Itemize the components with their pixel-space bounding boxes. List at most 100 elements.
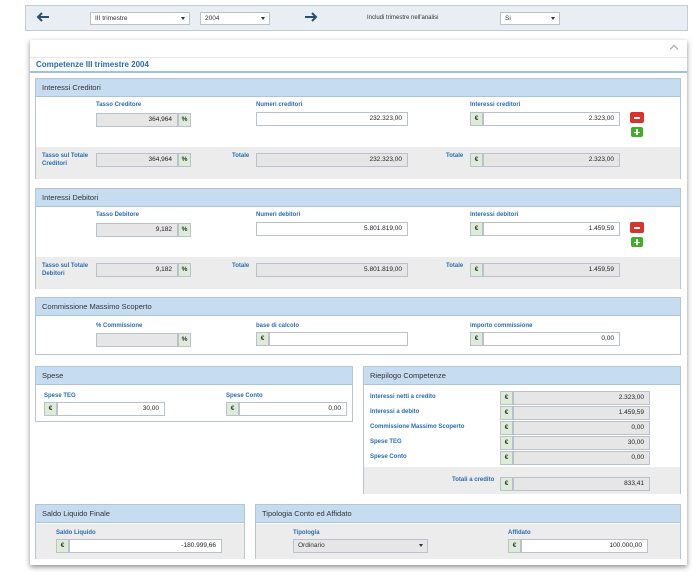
numbers-label: Numeri creditori: [256, 102, 303, 108]
period-toolbar: III trimestre 2004 Includi trimestre nel…: [25, 5, 688, 31]
year-select-value: 2004: [205, 15, 220, 22]
summary-label: Spese Conto: [370, 454, 407, 460]
euro-addon: €: [470, 332, 483, 346]
interest-input[interactable]: 2.323,00: [483, 112, 620, 126]
panel-title: Interessi Debitori: [36, 189, 680, 207]
euro-addon: €: [56, 539, 69, 553]
numbers-input[interactable]: 5.801.819,00: [256, 222, 408, 236]
total-numbers-field: 5.801.819,00: [256, 263, 408, 277]
euro-addon: €: [470, 222, 483, 236]
interessi-creditori-panel: Interessi Creditori Tasso Creditore 364,…: [35, 78, 681, 179]
conto-input[interactable]: 0,00: [239, 402, 347, 416]
interest-input[interactable]: 1.459,59: [483, 222, 620, 236]
panel-title: Saldo Liquido Finale: [36, 505, 244, 523]
panel-title: Interessi Creditori: [36, 79, 680, 97]
interest-label: Interessi creditori: [470, 102, 521, 108]
arrow-left-icon[interactable]: [36, 11, 50, 23]
total-credit-label: Totali a credito: [452, 477, 495, 483]
total-rate-field: 9,182: [96, 263, 178, 277]
total-numbers-label: Totale: [232, 263, 250, 269]
year-select[interactable]: 2004: [200, 12, 270, 25]
affidato-label: Affidato: [508, 530, 531, 536]
tipologia-panel: Tipologia Conto ed Affidato Tipologia Or…: [255, 504, 681, 559]
chevron-down-icon: [551, 17, 555, 20]
euro-addon: €: [500, 451, 513, 465]
euro-addon: €: [44, 402, 57, 416]
euro-addon: €: [256, 332, 269, 346]
total-numbers-label: Totale: [232, 153, 250, 159]
total-numbers-field: 232.323,00: [256, 153, 408, 167]
numbers-label: Numeri debitori: [256, 212, 301, 218]
chevron-down-icon: [419, 544, 423, 547]
euro-addon: €: [508, 539, 521, 553]
teg-input[interactable]: 30,00: [57, 402, 165, 416]
percent-addon: %: [178, 263, 191, 277]
panel-title: Commissione Massimo Scoperto: [36, 298, 680, 316]
summary-label: Commissione Massimo Scoperto: [370, 424, 465, 430]
page-title: Competenze III trimestre 2004: [36, 60, 149, 69]
total-rate-field: 364,964: [96, 153, 178, 167]
amount-input[interactable]: 0,00: [483, 332, 620, 346]
percent-commission-label: % Commissione: [96, 323, 143, 329]
arrow-right-icon[interactable]: [304, 11, 318, 23]
euro-addon: €: [500, 391, 513, 405]
period-select[interactable]: III trimestre: [90, 12, 190, 25]
euro-addon: €: [470, 263, 483, 277]
total-rate-label: Tasso sul Totale Creditori: [42, 153, 89, 167]
total-interest-field: 2.323,00: [483, 153, 620, 167]
commissione-panel: Commissione Massimo Scoperto % Commissio…: [35, 297, 681, 355]
summary-value: 0,00: [513, 421, 650, 435]
rate-field: 364,964: [96, 113, 178, 127]
euro-addon: €: [500, 477, 513, 491]
type-label: Tipologia: [293, 530, 320, 536]
total-interest-field: 1.459,59: [483, 263, 620, 277]
spese-panel: Spese Spese TEG € 30,00 Spese Conto € 0,…: [35, 366, 353, 422]
rate-label: Tasso Creditore: [96, 102, 142, 108]
title-underline: [30, 71, 687, 73]
summary-label: Interessi netti a credito: [370, 394, 436, 400]
saldo-label: Saldo Liquido: [56, 530, 96, 536]
euro-addon: €: [470, 153, 483, 167]
panel-title: Spese: [36, 367, 352, 385]
amount-label: importo commissione: [470, 323, 533, 329]
summary-value: 30,00: [513, 436, 650, 450]
summary-value: 2.323,00: [513, 391, 650, 405]
interest-label: Interessi debitori: [470, 212, 519, 218]
percent-addon: %: [178, 153, 191, 167]
numbers-input[interactable]: 232.323,00: [256, 112, 408, 126]
euro-addon: €: [500, 436, 513, 450]
competenze-card: Competenze III trimestre 2004 Interessi …: [30, 40, 687, 565]
period-select-value: III trimestre: [95, 15, 128, 22]
total-interest-label: Totale: [446, 263, 464, 269]
riepilogo-panel: Riepilogo Competenze Interessi netti a c…: [363, 366, 681, 494]
include-quarter-label: Includi trimestre nell'analisi: [367, 15, 439, 21]
base-input[interactable]: [269, 332, 408, 346]
percent-addon: %: [178, 333, 191, 347]
card-divider: [30, 57, 687, 58]
interessi-debitori-panel: Interessi Debitori Tasso Debitore 9,182 …: [35, 188, 681, 289]
collapse-chevron-icon[interactable]: [669, 44, 679, 54]
type-select[interactable]: Ordinario: [293, 539, 428, 553]
summary-label: Interessi a debito: [370, 409, 420, 415]
remove-row-button[interactable]: [630, 222, 644, 233]
euro-addon: €: [500, 421, 513, 435]
add-row-button[interactable]: [631, 237, 643, 247]
conto-label: Spese Conto: [226, 393, 263, 399]
euro-addon: €: [226, 402, 239, 416]
euro-addon: €: [500, 406, 513, 420]
percent-addon: %: [178, 223, 191, 237]
percent-commission-field: [96, 333, 178, 347]
affidato-input[interactable]: 100.000,00: [521, 539, 648, 553]
teg-label: Spese TEG: [44, 393, 76, 399]
add-row-button[interactable]: [631, 127, 643, 137]
include-quarter-select[interactable]: Si: [500, 12, 560, 25]
summary-value: 1.459,59: [513, 406, 650, 420]
summary-label: Spese TEG: [370, 439, 402, 445]
panel-title: Riepilogo Competenze: [364, 367, 680, 385]
rate-field: 9,182: [96, 223, 178, 237]
remove-row-button[interactable]: [630, 112, 644, 123]
chevron-down-icon: [181, 17, 185, 20]
summary-value: 0,00: [513, 451, 650, 465]
chevron-down-icon: [261, 17, 265, 20]
total-credit-value: 833,41: [513, 477, 650, 491]
